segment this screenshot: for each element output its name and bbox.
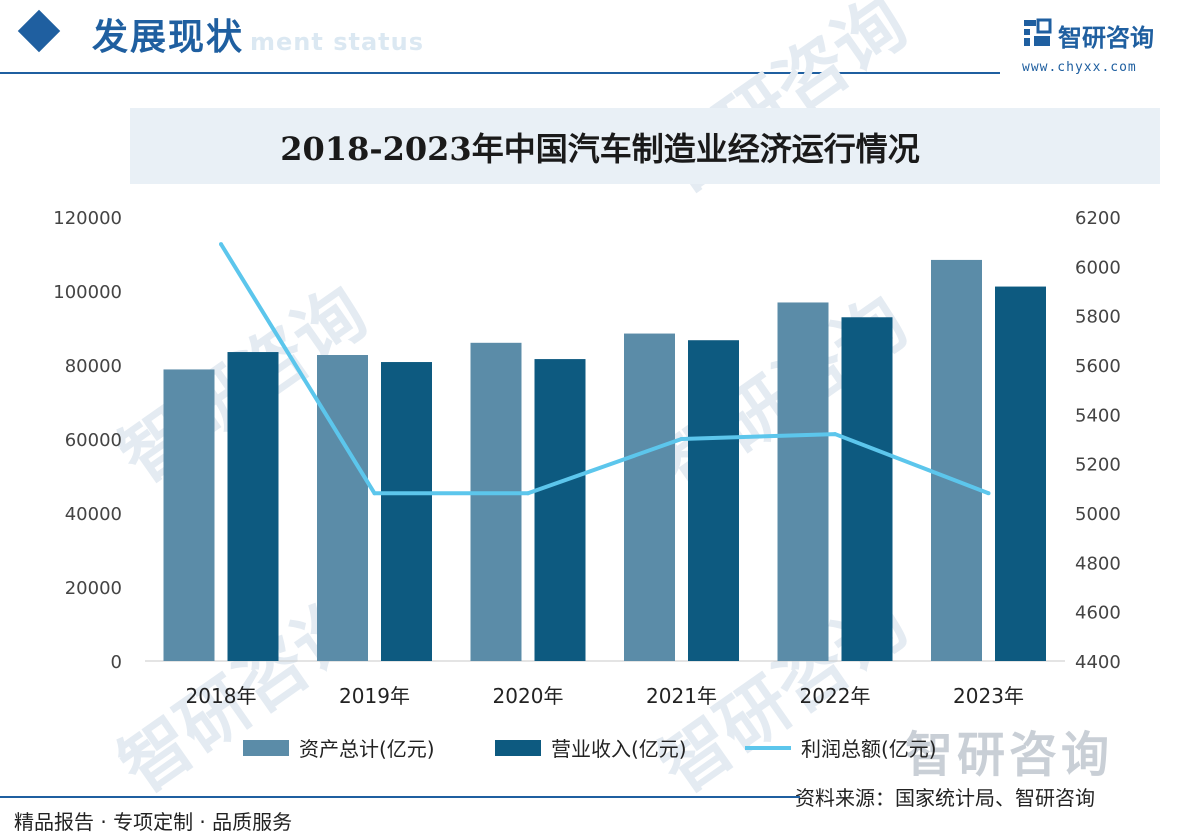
y-left-tick-label: 120000 <box>53 208 122 229</box>
brand-url: www.chyxx.com <box>1022 60 1137 75</box>
point-profit <box>219 242 223 247</box>
y-right-tick-label: 5200 <box>1075 455 1121 476</box>
point-profit <box>833 432 837 437</box>
y-left-tick-label: 60000 <box>65 430 122 451</box>
bar-revenue <box>995 286 1046 661</box>
y-right-tick-label: 6200 <box>1075 208 1121 229</box>
legend-swatch-profit <box>745 745 791 750</box>
point-profit <box>526 491 530 496</box>
y-right-tick-label: 5000 <box>1075 504 1121 525</box>
legend-item-assets: 资产总计(亿元) <box>243 733 435 762</box>
legend-label-assets: 资产总计(亿元) <box>299 737 435 761</box>
bar-revenue <box>688 340 739 661</box>
bar-assets <box>777 302 829 661</box>
bar-assets <box>931 259 982 661</box>
chart-title: 2018-2023年中国汽车制造业经济运行情况 <box>280 130 920 168</box>
y-left-tick-label: 100000 <box>53 282 122 303</box>
title-banner <box>130 108 1160 184</box>
header-rule <box>0 72 1000 74</box>
brand-watermark: 智研咨询 <box>905 727 1114 783</box>
source-note: 资料来源：国家统计局、智研咨询 <box>795 786 1095 810</box>
y-left-tick-label: 80000 <box>65 356 122 377</box>
bar-assets <box>317 355 368 661</box>
y-right-tick-label: 4400 <box>1075 652 1121 673</box>
legend-swatch-revenue <box>495 739 541 756</box>
header: ment status 发展现状 智研咨询 www.chyxx.com <box>0 0 1200 80</box>
y-left-tick-label: 20000 <box>65 578 122 599</box>
bar-assets <box>163 369 215 661</box>
legend-swatch-assets <box>243 739 289 756</box>
legend-label-revenue: 营业收入(亿元) <box>551 737 687 761</box>
y-right-tick-label: 5800 <box>1075 307 1121 328</box>
y-right-tick-label: 4600 <box>1075 603 1121 624</box>
section-subtitle: ment status <box>250 28 424 56</box>
x-tick-label: 2022年 <box>800 684 871 708</box>
bar-revenue <box>534 359 586 661</box>
x-tick-label: 2018年 <box>186 684 257 708</box>
x-tick-label: 2023年 <box>953 684 1024 708</box>
brand-logo-icon <box>1024 18 1052 46</box>
y-right-tick-label: 4800 <box>1075 553 1121 574</box>
section-title: 发展现状 <box>92 17 245 58</box>
x-tick-label: 2019年 <box>339 684 410 708</box>
legend-item-revenue: 营业收入(亿元) <box>495 733 687 762</box>
y-right-tick-label: 6000 <box>1075 257 1121 278</box>
y-right-tick-label: 5600 <box>1075 356 1121 377</box>
y-left-tick-label: 0 <box>111 652 122 673</box>
legend-item-profit: 利润总额(亿元) <box>745 733 937 762</box>
legend-label-profit: 利润总额(亿元) <box>801 737 937 761</box>
point-profit <box>986 491 991 496</box>
line-profit <box>219 243 990 496</box>
bar-assets <box>470 342 522 661</box>
bar-revenue <box>381 362 432 661</box>
footer-rule <box>0 796 800 798</box>
point-profit <box>372 491 377 496</box>
bar-assets <box>624 333 675 661</box>
brand-name: 智研咨询 <box>1058 24 1154 52</box>
bar-revenue <box>841 317 893 661</box>
point-profit <box>679 437 684 441</box>
y-left-tick-label: 40000 <box>65 504 122 525</box>
legend: 资产总计(亿元) 营业收入(亿元) 利润总额(亿元) <box>0 733 1200 763</box>
x-tick-label: 2021年 <box>646 684 717 708</box>
x-tick-label: 2020年 <box>493 684 564 708</box>
footer-slogan: 精品报告 · 专项定制 · 品质服务 <box>14 810 293 834</box>
y-right-tick-label: 5400 <box>1075 405 1121 426</box>
bar-revenue <box>227 352 279 661</box>
